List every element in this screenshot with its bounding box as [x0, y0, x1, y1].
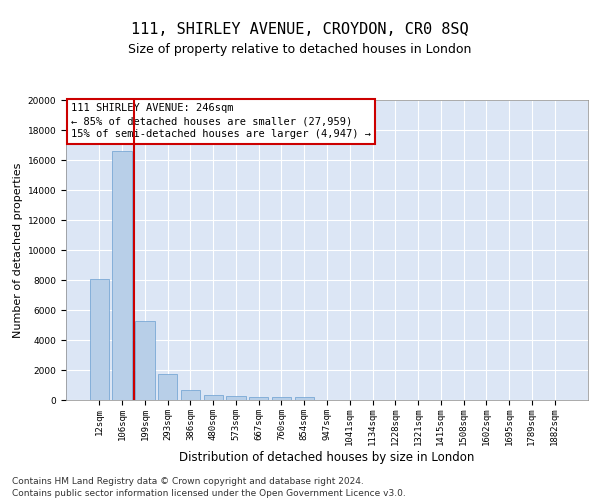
Text: Contains HM Land Registry data © Crown copyright and database right 2024.
Contai: Contains HM Land Registry data © Crown c… [12, 476, 406, 498]
Text: 111 SHIRLEY AVENUE: 246sqm
← 85% of detached houses are smaller (27,959)
15% of : 111 SHIRLEY AVENUE: 246sqm ← 85% of deta… [71, 103, 371, 140]
Bar [203, 395, 223, 400]
Bar [90, 278, 109, 400]
Bar [295, 398, 314, 400]
Text: 111, SHIRLEY AVENUE, CROYDON, CR0 8SQ: 111, SHIRLEY AVENUE, CROYDON, CR0 8SQ [131, 22, 469, 38]
Bar [135, 320, 155, 400]
Bar [181, 390, 200, 400]
Bar [249, 396, 268, 400]
Y-axis label: Number of detached properties: Number of detached properties [13, 162, 23, 338]
Bar [112, 151, 132, 400]
Bar [158, 374, 178, 400]
X-axis label: Distribution of detached houses by size in London: Distribution of detached houses by size … [179, 451, 475, 464]
Bar [272, 397, 291, 400]
Text: Size of property relative to detached houses in London: Size of property relative to detached ho… [128, 42, 472, 56]
Bar [226, 396, 245, 400]
